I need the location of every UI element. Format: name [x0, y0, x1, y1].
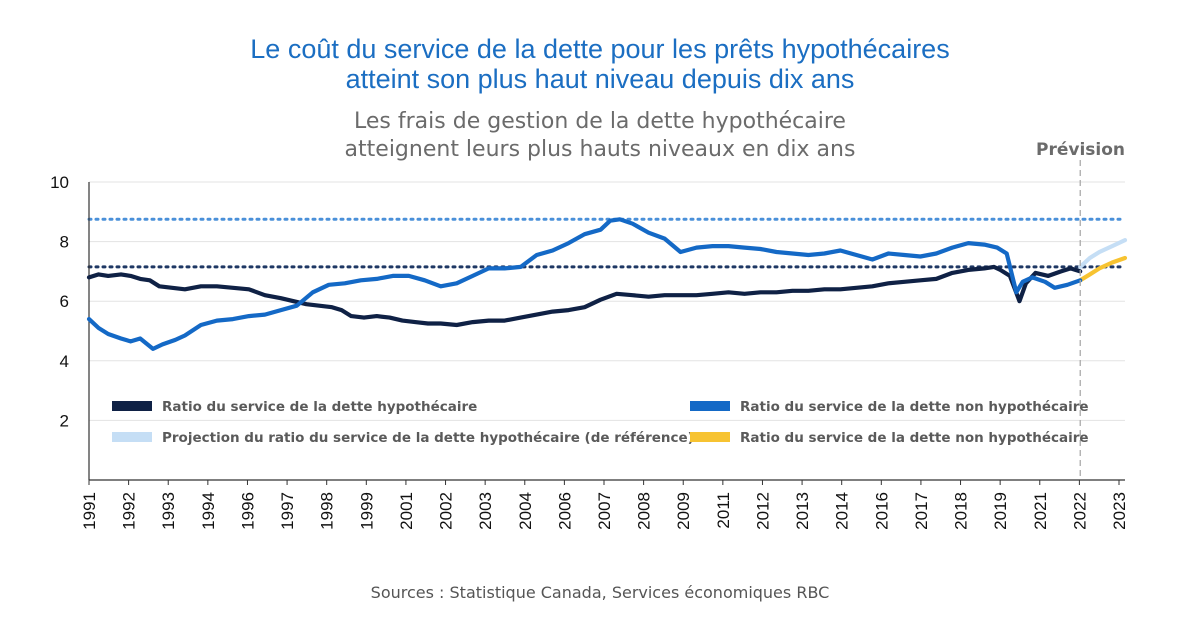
x-tick-label: 1991	[80, 492, 99, 530]
x-tick-label: 2021	[1031, 492, 1050, 530]
legend-label-3: Projection du ratio du service de la det…	[162, 430, 694, 446]
legend-label-2: Ratio du service de la dette non hypothé…	[740, 399, 1089, 415]
chart-title-line-2: atteint son plus haut niveau depuis dix …	[345, 64, 855, 94]
x-tick-label: 2007	[595, 492, 614, 530]
y-tick-label: 8	[60, 233, 69, 252]
reference-lines	[87, 217, 1127, 269]
legend-label-4: Ratio du service de la dette non hypothé…	[740, 430, 1089, 446]
legend-swatch-2	[690, 401, 730, 411]
series-line-2	[86, 217, 1083, 351]
series-line-3	[1078, 238, 1128, 269]
y-tick-label: 2	[60, 411, 69, 430]
chart-subtitle: Les frais de gestion de la dette hypothé…	[300, 108, 900, 164]
x-tick-label: 2011	[714, 492, 733, 529]
x-tick-label: 1994	[199, 492, 218, 530]
x-tick-label: 2004	[516, 492, 535, 530]
forecast-marker: Prévision	[1036, 140, 1125, 480]
chart-gridlines	[89, 181, 1125, 421]
chart-subtitle-line-2: atteignent leurs plus hauts niveaux en d…	[344, 137, 856, 162]
x-tick-label: 1999	[357, 492, 376, 530]
forecast-label: Prévision	[1036, 140, 1125, 160]
x-tick-label: 1992	[120, 492, 139, 530]
x-tick-label: 2009	[674, 492, 693, 530]
x-tick-label: 2022	[1070, 492, 1089, 530]
legend-swatch-3	[112, 432, 152, 442]
legend-swatch-4	[690, 432, 730, 442]
x-tick-label: 2018	[952, 492, 971, 530]
x-tick-label: 2006	[555, 492, 574, 530]
series-line-4	[1078, 255, 1128, 283]
x-tick-label: 2023	[1110, 492, 1129, 530]
chart-legend: Ratio du service de la dette hypothécair…	[112, 399, 1089, 446]
x-tick-label: 2002	[437, 492, 456, 530]
series-line-1	[86, 264, 1083, 328]
x-tick-label: 2019	[991, 492, 1010, 530]
x-tick-label: 2014	[833, 492, 852, 530]
legend-label-1: Ratio du service de la dette hypothécair…	[162, 399, 477, 415]
y-tick-label: 6	[60, 292, 69, 311]
x-tick-label: 1993	[159, 492, 178, 530]
x-tick-label: 2016	[872, 492, 891, 530]
x-tick-label: 2013	[793, 492, 812, 530]
x-tick-label: 2003	[476, 492, 495, 530]
x-tick-label: 2012	[753, 492, 772, 530]
x-tick-label: 1997	[278, 492, 297, 530]
chart-axes: 2 4 6 8 10 1991 1992 1993 1994 1996 1997 1998 1999 20…	[50, 173, 1129, 530]
source-note: Sources : Statistique Canada, Services é…	[370, 583, 830, 602]
x-tick-label: 2017	[912, 492, 931, 530]
chart-title: Le coût du service de la dette pour les …	[0, 34, 1200, 94]
legend-swatch-1	[112, 401, 152, 411]
x-tick-label: 1996	[238, 492, 257, 530]
chart-title-line-1: Le coût du service de la dette pour les …	[250, 34, 950, 64]
x-tick-label: 1998	[318, 492, 337, 530]
y-tick-label: 4	[60, 352, 69, 371]
chart-series	[86, 217, 1128, 351]
x-tick-label: 2001	[397, 492, 416, 530]
x-tick-label: 2008	[635, 492, 654, 530]
chart-subtitle-line-1: Les frais de gestion de la dette hypothé…	[354, 109, 846, 134]
y-tick-label: 10	[50, 173, 69, 192]
